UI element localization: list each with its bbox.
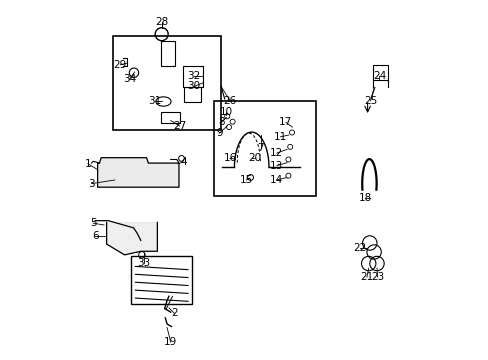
- Text: 22: 22: [352, 243, 366, 253]
- Text: 3: 3: [88, 179, 95, 189]
- Text: 30: 30: [187, 81, 200, 91]
- Text: 10: 10: [220, 107, 233, 117]
- Text: 6: 6: [92, 231, 98, 241]
- Text: 9: 9: [216, 128, 222, 138]
- Bar: [372, 65, 387, 80]
- Text: 11: 11: [273, 132, 286, 142]
- Text: 17: 17: [279, 117, 292, 127]
- Text: 25: 25: [363, 96, 376, 106]
- Bar: [161, 112, 179, 123]
- Text: 21: 21: [360, 272, 373, 282]
- Text: 4: 4: [180, 157, 186, 167]
- Text: 8: 8: [217, 117, 224, 127]
- Bar: [113, 36, 221, 130]
- Text: 33: 33: [137, 258, 150, 268]
- Text: 15: 15: [239, 175, 252, 185]
- Text: 28: 28: [155, 17, 168, 27]
- Text: 13: 13: [270, 161, 283, 171]
- Text: 7: 7: [257, 143, 264, 153]
- Bar: [183, 87, 201, 102]
- Text: 34: 34: [122, 74, 136, 84]
- Bar: [161, 41, 174, 66]
- Text: 24: 24: [372, 71, 386, 81]
- Text: 23: 23: [370, 272, 384, 282]
- Text: 14: 14: [270, 175, 283, 185]
- Text: 19: 19: [164, 337, 177, 347]
- Bar: [131, 256, 192, 304]
- Text: 18: 18: [358, 193, 371, 203]
- Text: 12: 12: [270, 148, 283, 158]
- Bar: [182, 66, 203, 87]
- Polygon shape: [98, 158, 179, 187]
- Polygon shape: [106, 222, 157, 255]
- Text: 5: 5: [90, 218, 97, 228]
- Text: 31: 31: [147, 96, 161, 106]
- Text: 20: 20: [248, 153, 262, 163]
- Text: 29: 29: [113, 60, 127, 70]
- Text: 26: 26: [223, 96, 236, 106]
- Text: 16: 16: [223, 153, 236, 163]
- Text: 2: 2: [171, 308, 177, 318]
- Text: 1: 1: [84, 159, 91, 169]
- Text: 32: 32: [187, 71, 200, 81]
- Bar: [213, 101, 316, 196]
- Text: 27: 27: [173, 121, 186, 131]
